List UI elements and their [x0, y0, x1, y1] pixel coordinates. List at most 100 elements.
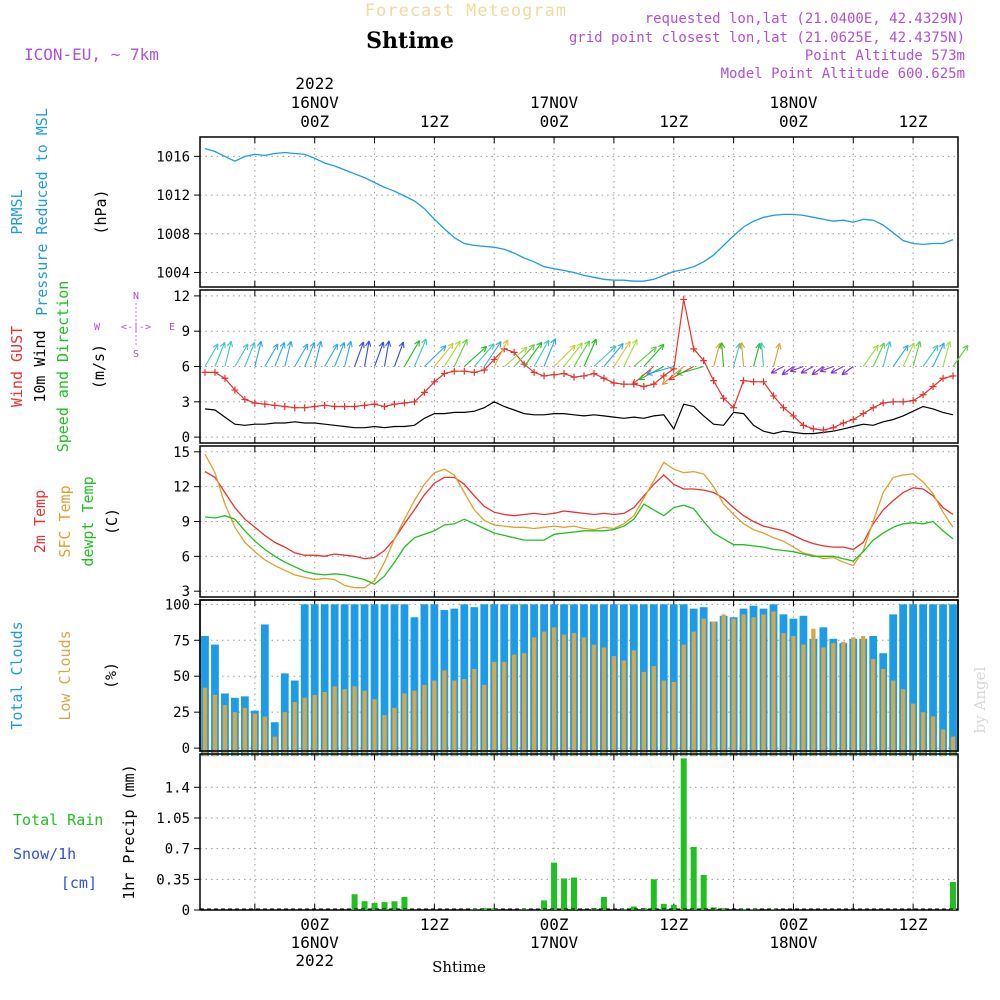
wind-arrow	[374, 341, 384, 367]
low-cloud-bar	[621, 660, 627, 757]
panel-axis-label: (C)	[103, 508, 121, 535]
total-cloud-bar	[400, 604, 409, 757]
wind-arrow	[676, 365, 704, 375]
wind-arrow	[424, 345, 447, 367]
gust-marker	[789, 412, 797, 420]
panel-axis-label: Pressure Reduced to MSL	[33, 108, 51, 316]
gust-marker	[390, 400, 398, 408]
wind-arrow	[770, 366, 784, 374]
point-altitude: Point Altitude 573m	[805, 48, 965, 64]
gust-marker	[550, 371, 558, 379]
wind-arrow	[902, 342, 915, 367]
low-cloud-bar	[571, 633, 577, 757]
wind-arrow-head	[646, 369, 653, 376]
wind-arrow-head	[488, 343, 495, 350]
wind-arrow	[413, 338, 427, 367]
wind-arrow	[811, 366, 824, 376]
low-cloud-bar	[651, 666, 656, 757]
pressure-panel: 1004 1008 1012 1016	[156, 136, 959, 288]
wind-arrow-head	[770, 367, 778, 374]
wind-arrow-head	[758, 342, 765, 349]
wind-arrow	[830, 366, 844, 374]
wind-arrow	[623, 339, 638, 367]
low-cloud-bar	[512, 654, 517, 757]
wind-labels: Wind GUST 10m Wind Speed and Direction (m/s…	[8, 281, 175, 453]
wind-arrow-head	[502, 339, 509, 346]
wind-arrow-head	[365, 340, 372, 347]
top-time-label: 12Z	[420, 112, 449, 131]
wind-arrow	[214, 342, 226, 367]
gust-marker	[351, 403, 359, 411]
wind-arrow-head	[676, 369, 683, 376]
wind-arrow	[952, 344, 969, 367]
low-cloud-bar	[701, 618, 706, 757]
gust-marker	[899, 398, 907, 406]
panel-axis-label: 10m Wind	[31, 330, 49, 402]
gust-marker	[700, 357, 708, 365]
gridpoint-lonlat: grid point closest lon,lat (21.0625E, 42…	[569, 30, 965, 46]
gust-marker	[869, 404, 877, 412]
wind-arrow	[364, 340, 370, 367]
wind-arrow	[882, 341, 891, 367]
low-cloud-bar	[372, 699, 377, 757]
top-time-label: 16NOV	[291, 93, 340, 112]
gust-marker	[490, 355, 498, 363]
wind-arrow-head	[576, 342, 584, 349]
y-tick-label: 1016	[156, 149, 190, 165]
gust-marker	[371, 400, 379, 408]
top-time-label: 00Z	[300, 112, 329, 131]
total-cloud-bar	[430, 604, 439, 757]
total-cloud-bar	[939, 604, 947, 757]
gust-marker	[301, 404, 309, 412]
wind-arrow-head	[819, 366, 827, 373]
rain-bar	[680, 758, 687, 910]
low-cloud-bar	[222, 704, 228, 757]
wind-arrow-head	[521, 346, 528, 353]
precip-axis-label: 1hr Precip (mm)	[120, 764, 138, 899]
panel-axis-label: 2m Temp	[31, 490, 49, 553]
wind-arrow-head	[945, 341, 952, 348]
bottom-time-label: 12Z	[899, 915, 928, 934]
low-cloud-bar	[741, 614, 746, 757]
panel-axis-label: SFC Temp	[56, 485, 74, 557]
wind-arrow-head	[421, 338, 427, 345]
low-cloud-bar	[871, 658, 876, 757]
panel-frame	[199, 136, 959, 288]
wind-arrow-head	[631, 339, 638, 346]
rain-bar	[700, 874, 707, 910]
total-cloud-bar	[899, 604, 908, 757]
gust-marker	[540, 372, 548, 380]
wind-arrow-head	[638, 374, 646, 381]
wind-arrow-head	[316, 340, 323, 348]
wind-arrow	[284, 341, 292, 367]
rain-bar	[471, 909, 478, 910]
wind-arrow-head	[932, 344, 939, 352]
wind-arrow-head	[309, 341, 316, 349]
bottom-time-label: 12Z	[420, 915, 449, 934]
y-tick-label: 1004	[156, 265, 190, 281]
rain-bar	[720, 908, 727, 910]
rain-bar	[600, 896, 607, 910]
low-cloud-bar	[641, 671, 646, 757]
y-tick-label: 1.05	[156, 811, 190, 827]
wind-arrow	[553, 344, 576, 367]
wind-arrow-head	[885, 341, 892, 348]
gust-marker	[929, 383, 937, 391]
wind-arrow-head	[902, 344, 909, 352]
y-tick-label: 12	[173, 289, 190, 305]
wind-arrow-head	[385, 340, 392, 347]
low-cloud-bar	[950, 736, 956, 757]
gust-marker	[510, 348, 518, 356]
wind-arrow-head	[915, 341, 922, 348]
rain-bar	[521, 909, 528, 910]
wind-arrow	[264, 343, 279, 367]
gust-marker	[799, 421, 807, 429]
precip-legend-label: Total Rain	[13, 811, 103, 829]
low-cloud-bar	[821, 647, 826, 757]
rain-bar	[551, 862, 558, 910]
wind-arrow	[753, 343, 761, 367]
y-tick-label: 0	[182, 741, 190, 757]
precip-legend-label: Snow/1h	[13, 845, 76, 863]
low-cloud-bar	[242, 707, 248, 757]
top-time-label: 12Z	[899, 112, 928, 131]
